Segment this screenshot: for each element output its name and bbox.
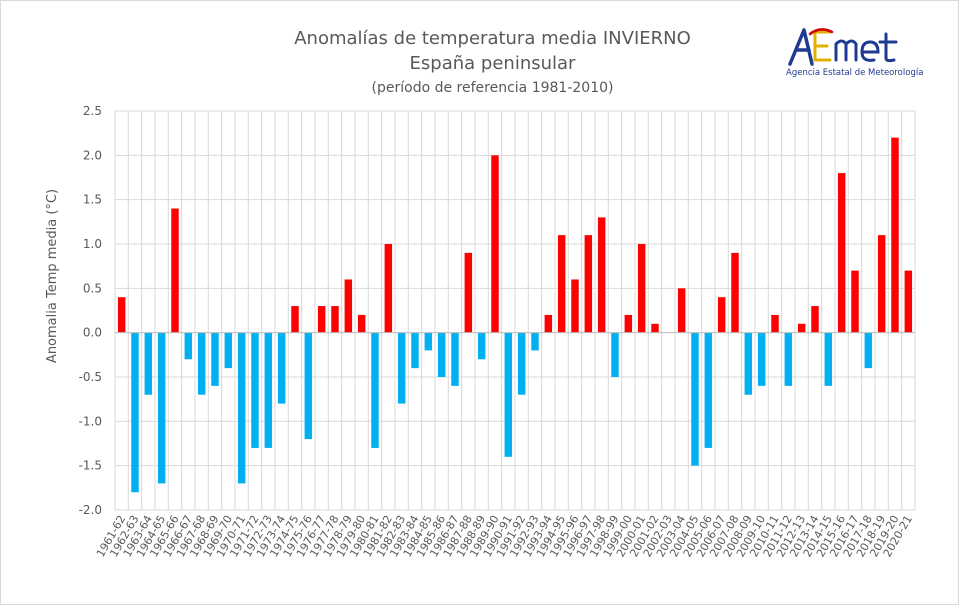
bar [851,270,859,333]
y-tick-label: -1.5 [79,459,102,473]
bar [704,332,713,448]
bar [504,332,513,457]
y-tick-label: 0.5 [83,281,102,295]
bar [157,332,166,484]
bar [624,314,633,333]
bar [651,323,659,333]
bar [784,332,793,386]
bar [824,332,833,386]
y-tick-label: -1.0 [79,414,102,428]
bar [637,244,646,333]
y-tick-label: 2.0 [83,148,102,162]
bar [797,323,806,333]
y-tick-label: 0.0 [83,326,102,340]
bar [224,332,233,369]
bar [237,332,246,484]
y-tick-label: 1.5 [83,193,102,207]
bar [464,252,473,333]
bar [117,297,126,333]
bar [451,332,459,386]
bar [304,332,313,440]
bar [744,332,753,395]
bar [211,332,219,386]
y-tick-label: 1.0 [83,237,102,251]
logo-subtitle: Agencia Estatal de Meteorología [786,68,924,78]
bar [397,332,406,404]
bar [557,235,566,333]
bar [477,332,486,360]
bar [757,332,766,386]
bar [491,155,499,333]
bar [437,332,446,377]
bar [371,332,379,448]
bar [411,332,419,369]
bar [771,314,779,333]
bar [691,332,699,466]
bar [277,332,286,404]
bar [317,306,326,333]
bar [131,332,139,493]
y-tick-label: 2.5 [83,104,102,118]
bar [864,332,873,369]
chart-reference-period: (período de referencia 1981-2010) [371,80,614,96]
bar [584,235,593,333]
y-axis-label: Anomalia Temp media (°C) [45,189,60,363]
bar [331,306,339,333]
y-tick-label: -2.0 [79,503,102,517]
y-tick-label: -0.5 [79,370,102,384]
bar [197,332,206,395]
bar [611,332,619,377]
bar [517,332,526,395]
bar [811,306,819,333]
bar [344,279,353,333]
chart-title: Anomalías de temperatura media INVIERNO [294,28,691,49]
bar [291,306,299,333]
bar [677,288,686,333]
chart-subtitle: España peninsular [409,53,576,74]
bar [904,270,913,333]
aemet-logo [788,28,898,66]
bar [597,217,606,333]
bar [171,208,179,333]
bar [717,297,726,333]
bar [544,314,553,333]
bar [357,314,366,333]
bar [264,332,273,448]
bar [571,279,579,333]
bar [731,252,739,333]
bar [384,244,393,333]
bar [184,332,193,360]
bar [251,332,259,448]
bar [144,332,153,395]
bar [877,235,886,333]
bar [891,137,899,333]
bar [424,332,433,351]
bar [837,173,846,333]
bar [531,332,539,351]
